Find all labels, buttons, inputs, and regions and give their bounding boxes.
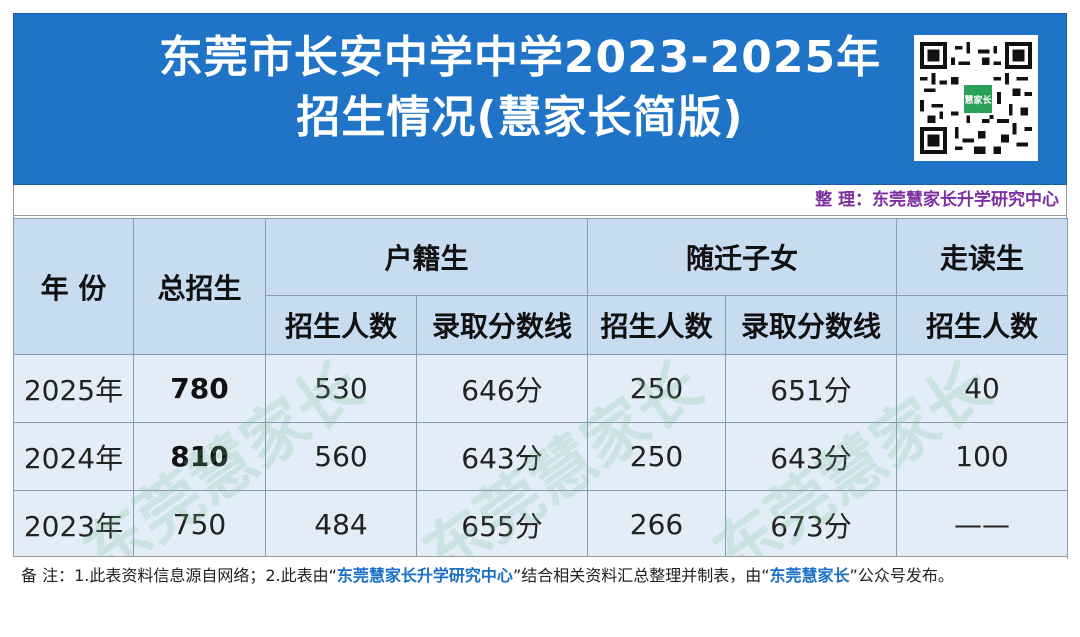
qr-code: 慧家长 <box>914 35 1038 161</box>
cell-zoudu-count: —— <box>896 490 1069 559</box>
cell-huji-score: 643分 <box>415 422 589 491</box>
cell-huji-score: 655分 <box>415 490 589 559</box>
note-org: 东莞慧家长升学研究中心 <box>336 566 513 585</box>
admissions-table: 年 份 总招生 户籍生 随迁子女 走读生 招生人数 录取分数线 招生人数 录取分… <box>13 218 1069 559</box>
cell-zoudu-count: 40 <box>896 354 1069 423</box>
header-huji: 户籍生 <box>264 218 589 296</box>
cell-year: 2024年 <box>13 422 134 491</box>
cell-suiqian-count: 250 <box>587 422 727 491</box>
qr-logo: 慧家长 <box>962 83 994 115</box>
table-row: 2025年 780 530 646分 250 651分 40 <box>13 354 1069 423</box>
cell-huji-count: 560 <box>265 422 417 491</box>
table-row: 2024年 810 560 643分 250 643分 100 <box>13 422 1069 491</box>
title-line-1: 东莞市长安中学中学2023-2025年 <box>158 32 882 83</box>
page-title: 东莞市长安中学中学2023-2025年 招生情况(慧家长简版) <box>80 28 960 148</box>
subheader-huji-count: 招生人数 <box>265 295 417 355</box>
cell-year: 2025年 <box>13 354 134 423</box>
cell-huji-count: 484 <box>265 490 417 559</box>
credit-line: 整 理：东莞慧家长升学研究中心 <box>13 185 1067 216</box>
cell-suiqian-score: 651分 <box>725 354 898 423</box>
note-middle: ”结合相关资料汇总整理并制表，由“ <box>512 566 770 585</box>
title-line-2: 招生情况(慧家长简版) <box>296 92 744 143</box>
header-total: 总招生 <box>133 218 266 355</box>
cell-year: 2023年 <box>13 490 134 559</box>
table-row: 2023年 750 484 655分 266 673分 —— <box>13 490 1069 559</box>
cell-total: 750 <box>133 490 266 559</box>
footnote: 备 注：1.此表资料信息源自网络；2.此表由“东莞慧家长升学研究中心”结合相关资… <box>13 556 1067 621</box>
subheader-zoudu-count: 招生人数 <box>896 295 1069 355</box>
header-zoudu: 走读生 <box>896 218 1069 296</box>
note-prefix: 备 注：1.此表资料信息源自网络；2.此表由“ <box>21 566 337 585</box>
subheader-suiqian-score: 录取分数线 <box>725 295 898 355</box>
header-year: 年 份 <box>13 218 134 355</box>
cell-huji-score: 646分 <box>415 354 589 423</box>
cell-suiqian-count: 250 <box>587 354 727 423</box>
subheader-suiqian-count: 招生人数 <box>587 295 727 355</box>
cell-suiqian-score: 673分 <box>725 490 898 559</box>
subheader-huji-score: 录取分数线 <box>415 295 589 355</box>
cell-huji-count: 530 <box>265 354 417 423</box>
cell-zoudu-count: 100 <box>896 422 1069 491</box>
note-suffix: ”公众号发布。 <box>849 566 954 585</box>
cell-suiqian-score: 643分 <box>725 422 898 491</box>
cell-suiqian-count: 266 <box>587 490 727 559</box>
title-banner <box>13 13 1067 185</box>
note-account: 东莞慧家长 <box>769 566 850 585</box>
cell-total: 810 <box>133 422 266 491</box>
cell-total: 780 <box>133 354 266 423</box>
header-suiqian: 随迁子女 <box>587 218 898 296</box>
